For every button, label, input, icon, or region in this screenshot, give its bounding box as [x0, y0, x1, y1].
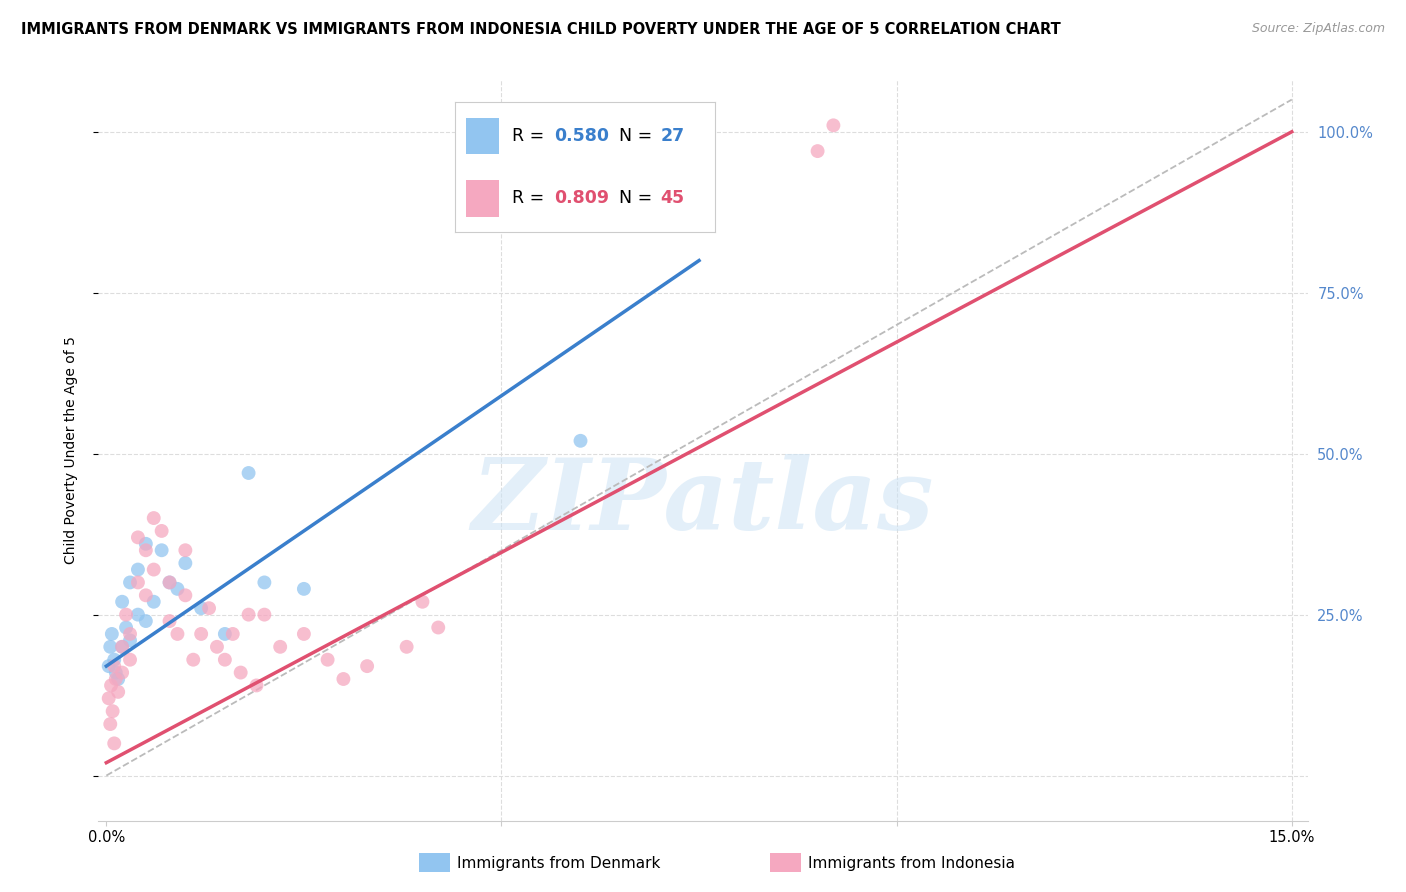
Point [190, 627, 212, 641]
Point [142, 511, 165, 525]
Point [150, 543, 173, 558]
Point [609, 157, 631, 171]
Point [97, 691, 120, 706]
Point [135, 614, 157, 628]
Point [222, 627, 245, 641]
Point [98, 717, 121, 731]
Point [316, 653, 339, 667]
Point [118, 653, 141, 667]
Point [356, 659, 378, 673]
Point [214, 653, 236, 667]
Point [174, 556, 197, 570]
Point [127, 563, 149, 577]
Point [150, 524, 173, 538]
Point [97, 659, 120, 673]
Point [174, 543, 197, 558]
Point [98, 640, 121, 654]
Point [127, 575, 149, 590]
Point [104, 672, 127, 686]
Point [118, 575, 141, 590]
Point [135, 588, 157, 602]
Point [111, 640, 134, 654]
Point [104, 665, 127, 680]
Point [166, 582, 188, 596]
Point [395, 640, 418, 654]
Point [118, 633, 141, 648]
Point [181, 653, 204, 667]
Point [427, 620, 450, 634]
Point [205, 640, 228, 654]
Text: IMMIGRANTS FROM DENMARK VS IMMIGRANTS FROM INDONESIA CHILD POVERTY UNDER THE AGE: IMMIGRANTS FROM DENMARK VS IMMIGRANTS FR… [21, 22, 1062, 37]
Point [332, 672, 354, 686]
Point [111, 640, 134, 654]
Point [569, 434, 592, 448]
Point [107, 672, 129, 686]
Point [103, 736, 125, 750]
Point [253, 575, 276, 590]
Point [269, 640, 291, 654]
Point [142, 595, 165, 609]
Point [807, 144, 830, 158]
Point [190, 601, 212, 615]
Point [115, 620, 138, 634]
Point [101, 704, 124, 718]
Point [101, 627, 124, 641]
Point [115, 607, 138, 622]
Point [127, 607, 149, 622]
Point [253, 607, 276, 622]
Point [111, 665, 134, 680]
Text: Immigrants from Indonesia: Immigrants from Indonesia [808, 856, 1015, 871]
Point [174, 588, 197, 602]
Point [127, 530, 149, 544]
Point [166, 627, 188, 641]
Point [118, 627, 141, 641]
Text: Source: ZipAtlas.com: Source: ZipAtlas.com [1251, 22, 1385, 36]
Point [135, 537, 157, 551]
Point [229, 665, 252, 680]
Point [238, 607, 260, 622]
Point [111, 595, 134, 609]
Point [159, 575, 181, 590]
Point [292, 627, 315, 641]
Point [198, 601, 221, 615]
Point [100, 678, 122, 692]
Point [245, 678, 267, 692]
Point [411, 595, 433, 609]
Text: Immigrants from Denmark: Immigrants from Denmark [457, 856, 661, 871]
Point [292, 582, 315, 596]
Point [107, 685, 129, 699]
Point [103, 659, 125, 673]
Point [142, 563, 165, 577]
Point [103, 653, 125, 667]
Point [159, 614, 181, 628]
Y-axis label: Child Poverty Under the Age of 5: Child Poverty Under the Age of 5 [63, 336, 77, 565]
Point [823, 119, 845, 133]
Point [238, 466, 260, 480]
Point [159, 575, 181, 590]
Text: ZIPatlas: ZIPatlas [472, 454, 934, 550]
Point [135, 543, 157, 558]
Point [214, 627, 236, 641]
